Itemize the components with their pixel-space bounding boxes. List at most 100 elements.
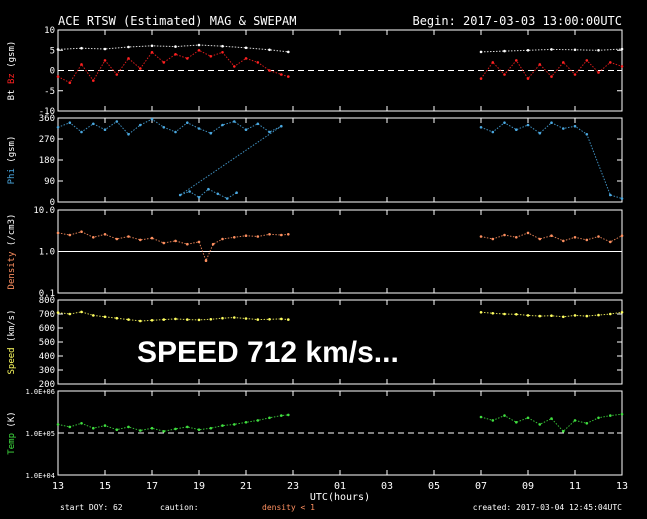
speed-data-point-speed xyxy=(515,313,518,316)
temp-data-point-temp xyxy=(186,425,189,429)
temp-series-temp-trace xyxy=(57,414,289,432)
speed-data-point-speed xyxy=(287,318,290,321)
density-data-point-density xyxy=(186,242,189,246)
mag-data-point-bt xyxy=(197,43,201,47)
mag-data-point-bt xyxy=(127,45,130,49)
phi-data-point-phi xyxy=(235,191,238,194)
density-data-point-density xyxy=(256,235,260,238)
mag-data-point-bz xyxy=(538,63,542,66)
speed-y-axis-label-part: (km/s) xyxy=(7,309,17,347)
temp-y-tick-label: 1.0E+05 xyxy=(25,430,55,438)
density-y-tick-label: 0.1 xyxy=(39,289,55,299)
density-data-point-density xyxy=(609,240,612,244)
phi-series-phi-trace xyxy=(57,118,282,200)
mag-data-point-bt xyxy=(503,49,506,53)
temp-data-point-temp xyxy=(80,422,83,425)
x-tick-label: 07 xyxy=(475,481,487,492)
mag-data-point-bt xyxy=(174,45,177,48)
phi-data-point-phi xyxy=(526,123,530,127)
speed-data-point-speed xyxy=(56,311,60,314)
mag-y-tick-label: 5 xyxy=(50,46,55,56)
speed-data-point-speed xyxy=(233,316,236,319)
density-data-point-density xyxy=(150,236,154,240)
speed-data-point-speed xyxy=(209,318,213,321)
mag-data-point-bt xyxy=(287,50,290,54)
density-data-point-density xyxy=(268,233,271,236)
speed-data-point-speed xyxy=(174,317,177,321)
temp-data-point-temp xyxy=(538,423,542,426)
speed-y-axis-label-part: Speed xyxy=(7,347,17,374)
speed-data-point-speed xyxy=(573,314,577,317)
speed-data-point-speed xyxy=(526,314,530,317)
phi-data-point-phi xyxy=(620,197,624,200)
mag-y-axis-label-part: (gsm) xyxy=(7,41,17,74)
temp-data-point-temp xyxy=(56,423,60,426)
phi-data-point-phi xyxy=(103,128,107,131)
mag-data-point-bz xyxy=(150,51,154,54)
temp-data-point-temp xyxy=(526,416,530,420)
mag-series-bt-trace xyxy=(57,44,289,53)
phi-data-point-phi xyxy=(268,130,271,134)
mag-data-point-bt xyxy=(56,48,60,51)
mag-data-point-bz xyxy=(268,69,271,72)
speed-data-point-speed xyxy=(256,318,260,321)
density-y-axis-label-part: (/cm3) xyxy=(7,214,17,252)
mag-data-point-bt xyxy=(550,48,553,51)
phi-data-point-phi xyxy=(127,133,130,136)
x-tick-label: 11 xyxy=(569,481,581,492)
temp-data-point-temp xyxy=(197,428,201,432)
mag-data-point-bz xyxy=(550,75,553,78)
phi-data-point-phi xyxy=(585,133,589,136)
speed-y-tick-label: 700 xyxy=(39,310,55,320)
created-time: created: 2017-03-04 12:45:04UTC xyxy=(473,503,622,512)
phi-y-tick-label: 0 xyxy=(50,198,55,208)
speed-data-point-speed xyxy=(597,313,600,317)
mag-data-point-bt xyxy=(479,50,483,54)
phi-data-point-phi xyxy=(609,193,612,197)
density-data-point-density xyxy=(233,236,236,239)
density-data-point-density xyxy=(197,240,201,244)
temp-data-point-temp xyxy=(287,413,290,417)
speed-data-point-speed xyxy=(150,319,154,322)
temp-data-point-temp xyxy=(620,412,624,416)
speed-data-point-speed xyxy=(115,316,119,320)
temp-data-point-temp xyxy=(479,415,483,419)
speed-y-tick-label: 500 xyxy=(39,338,55,348)
chart-title: ACE RTSW (Estimated) MAG & SWEPAM xyxy=(58,14,296,28)
temp-y-tick-label: 1.0E+04 xyxy=(25,472,55,480)
temp-data-point-temp xyxy=(573,419,577,422)
speed-y-tick-label: 300 xyxy=(39,366,55,376)
density-data-point-density xyxy=(211,242,215,246)
speed-y-tick-label: 400 xyxy=(39,352,55,362)
x-tick-label: 13 xyxy=(616,481,628,492)
speed-data-point-speed xyxy=(162,318,166,321)
x-tick-label: 19 xyxy=(193,481,205,492)
temp-data-point-temp xyxy=(515,421,518,424)
mag-data-point-bz xyxy=(221,51,224,54)
temp-data-point-temp xyxy=(103,424,107,427)
mag-y-tick-label: -5 xyxy=(44,87,55,97)
mag-data-point-bt xyxy=(573,48,577,52)
temp-data-point-temp xyxy=(127,425,130,429)
mag-data-point-bz xyxy=(287,75,290,78)
mag-data-point-bt xyxy=(103,47,107,51)
phi-data-point-phi xyxy=(197,127,201,130)
density-data-point-density xyxy=(550,234,553,237)
speed-data-point-speed xyxy=(491,312,495,315)
mag-data-point-bz xyxy=(174,53,177,56)
x-tick-label: 15 xyxy=(99,481,111,492)
mag-data-point-bz xyxy=(280,73,283,76)
temp-data-point-temp xyxy=(491,419,495,422)
speed-y-tick-label: 800 xyxy=(39,296,55,306)
density-y-axis-label-part: Density xyxy=(7,251,17,290)
temp-data-point-temp xyxy=(597,416,600,420)
mag-data-point-bz xyxy=(526,77,530,80)
density-data-point-density xyxy=(280,233,283,237)
phi-data-point-phi xyxy=(92,122,95,126)
mag-data-point-bz xyxy=(209,55,213,58)
x-tick-label: 09 xyxy=(522,481,534,492)
phi-data-point-phi xyxy=(68,121,72,124)
mag-data-point-bz xyxy=(562,61,565,64)
density-data-point-density xyxy=(585,238,589,242)
